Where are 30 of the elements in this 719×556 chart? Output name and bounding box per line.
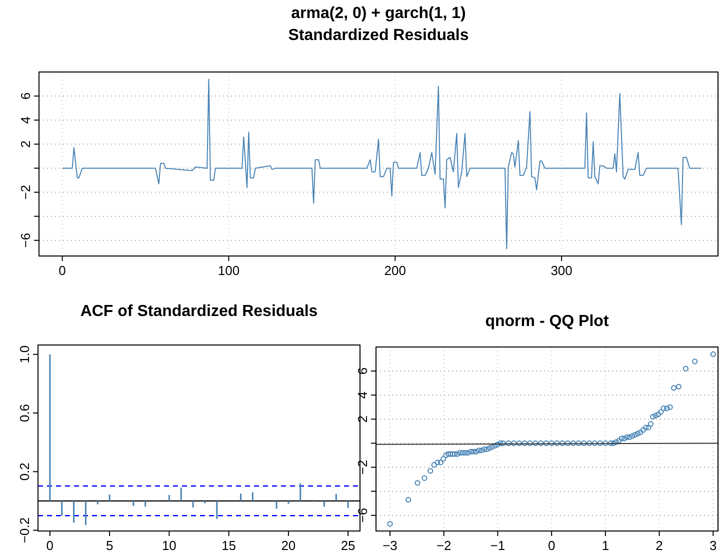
y-tick-label: −2 xyxy=(18,184,33,200)
y-tick-label: 0.2 xyxy=(17,462,32,481)
x-tick-label: −2 xyxy=(436,538,452,553)
x-tick-label: −1 xyxy=(490,538,506,553)
y-tick-label: −6 xyxy=(18,232,33,248)
y-tick-label: −0.2 xyxy=(17,517,32,544)
chart-title: ACF of Standardized Residuals xyxy=(80,303,318,320)
x-tick-label: 2 xyxy=(656,538,663,553)
x-tick-label: 0 xyxy=(548,538,556,553)
chart-title: qnorm - QQ Plot xyxy=(485,313,610,330)
x-tick-label: 5 xyxy=(106,538,114,553)
x-tick-label: 0 xyxy=(58,263,66,278)
line-series xyxy=(62,78,702,250)
x-tick-label: 0 xyxy=(46,538,54,553)
x-tick-label: 20 xyxy=(281,538,296,553)
y-tick-label: 6 xyxy=(18,92,33,100)
x-tick-label: 100 xyxy=(218,263,240,278)
x-tick-label: 25 xyxy=(340,538,356,553)
x-tick-label: 200 xyxy=(384,263,406,278)
x-tick-label: 15 xyxy=(222,538,236,553)
y-tick-label: 0.6 xyxy=(17,404,32,422)
y-tick-label: 2 xyxy=(18,140,33,148)
x-tick-label: 1 xyxy=(602,538,610,553)
x-tick-label: −3 xyxy=(382,538,398,553)
y-tick-label: 4 xyxy=(18,116,33,124)
x-tick-label: 10 xyxy=(162,538,176,553)
chart-title: arma(2, 0) + garch(1, 1) Standardized Residuals xyxy=(288,5,469,44)
y-tick-label: 1.0 xyxy=(17,345,32,364)
x-tick-label: 3 xyxy=(710,538,717,553)
x-tick-label: 300 xyxy=(550,263,572,278)
